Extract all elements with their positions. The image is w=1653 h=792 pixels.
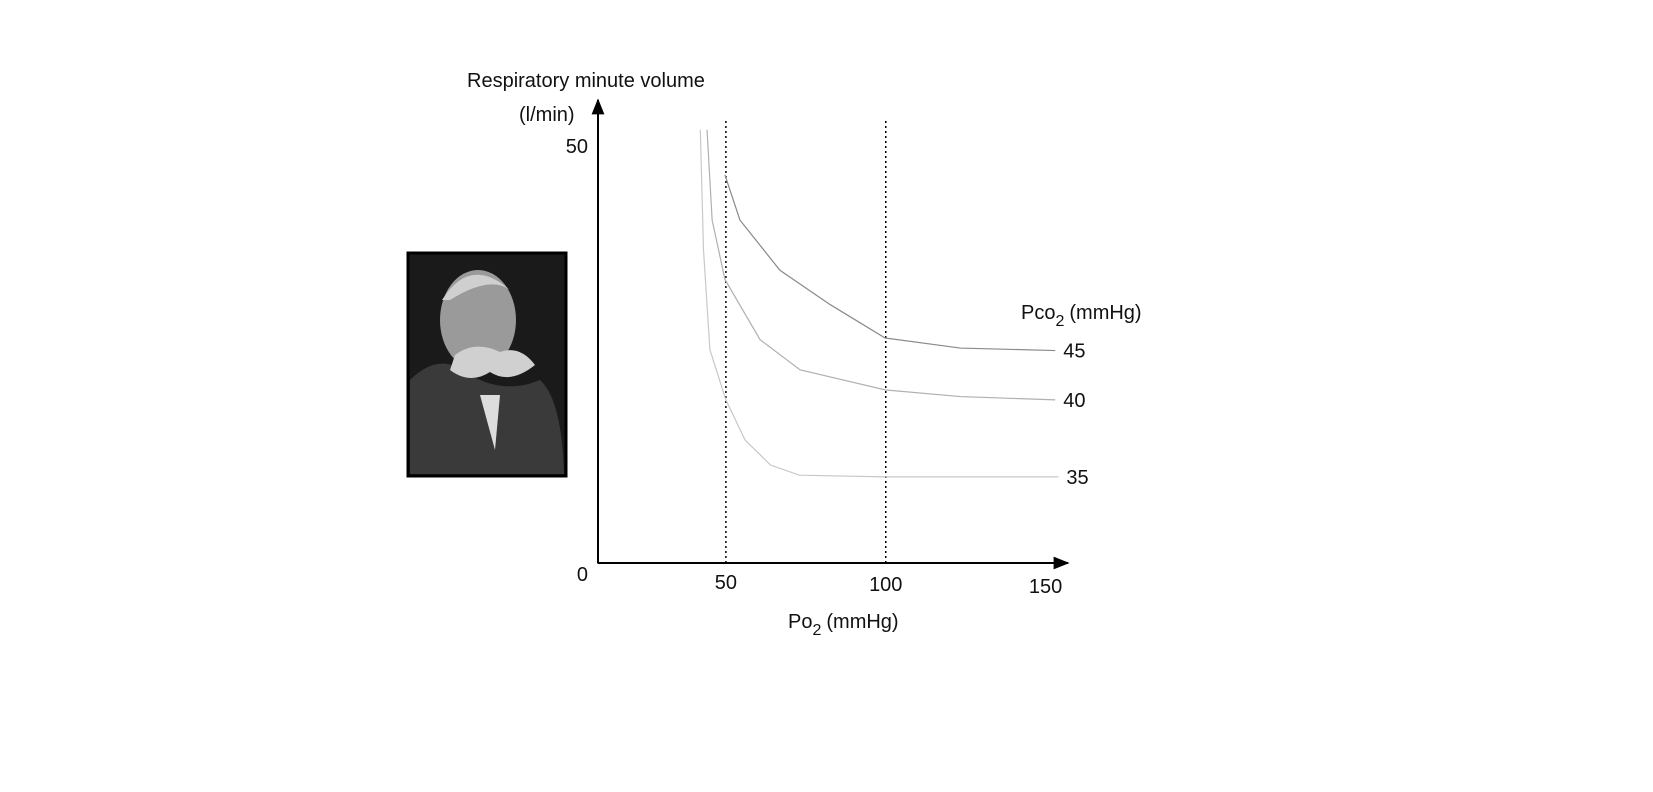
x-axis-title: Po2 (mmHg) <box>788 611 899 639</box>
legend-title: Pco2 (mmHg) <box>1021 302 1142 330</box>
legend-title-sub: 2 <box>1055 313 1064 330</box>
y-axis-title: Respiratory minute volume <box>467 70 705 92</box>
y-axis-title: (l/min) <box>519 104 575 126</box>
series-label: 35 <box>1066 467 1088 489</box>
x-axis-title-main: Po <box>788 611 812 633</box>
curve <box>699 129 1059 478</box>
x-axis-title-sub: 2 <box>812 622 821 639</box>
series-label: 40 <box>1063 390 1085 412</box>
x-tick-label: 50 <box>715 572 737 594</box>
portrait <box>406 251 568 478</box>
x-tick-label: 100 <box>869 574 902 596</box>
legend-title-main: Pco <box>1021 302 1055 324</box>
y-tick-label: 50 <box>566 136 588 158</box>
x-tick-label: 150 <box>1029 576 1062 598</box>
legend-title-rest: (mmHg) <box>1069 302 1141 324</box>
series-label: 45 <box>1063 341 1085 363</box>
curve <box>724 174 1056 352</box>
x-axis-title-rest: (mmHg) <box>826 611 898 633</box>
y-tick-label: 0 <box>577 564 588 586</box>
curve <box>706 129 1056 401</box>
